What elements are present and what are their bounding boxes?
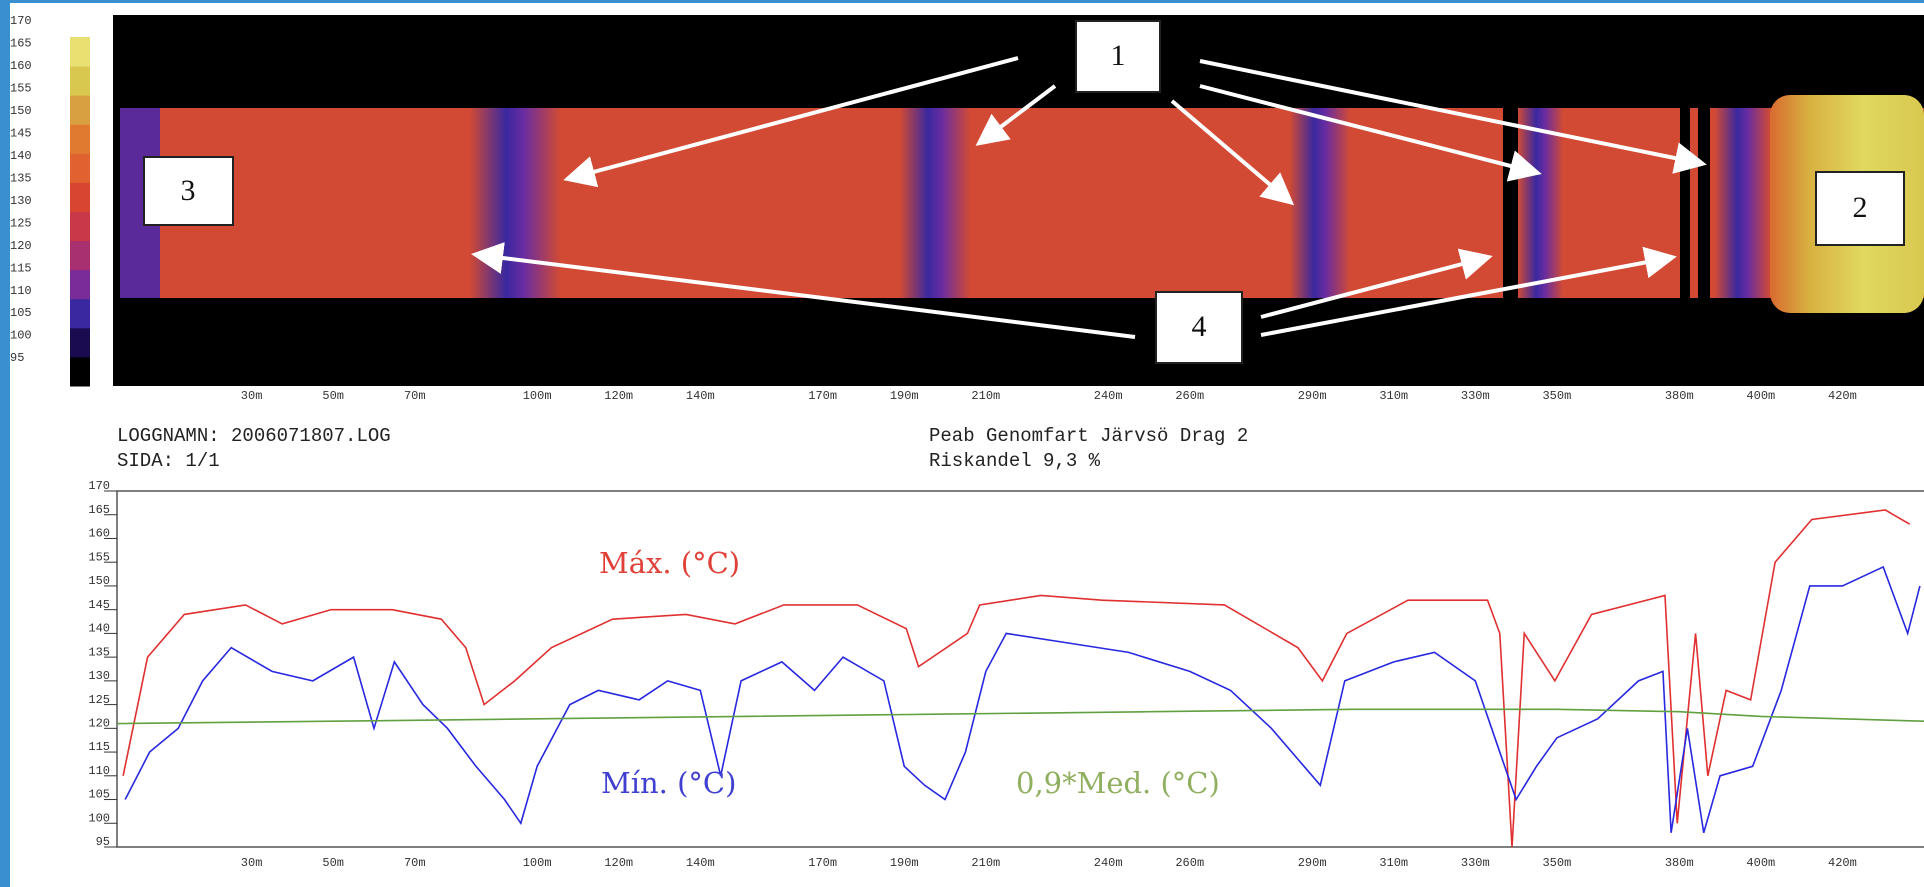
- colorbar-tick-label: 155: [10, 82, 32, 96]
- x-tick-label: 420m: [1828, 389, 1857, 403]
- colorbar-tick-label: 100: [10, 329, 32, 343]
- x-tick-label: 100m: [523, 389, 552, 403]
- colorbar-step: [70, 299, 90, 329]
- colorbar-step: [70, 124, 90, 154]
- x-tick-label: 400m: [1746, 856, 1775, 870]
- x-tick-label: 50m: [322, 856, 344, 870]
- colorbar-step: [70, 241, 90, 271]
- x-tick-label: 350m: [1542, 389, 1571, 403]
- page: {"chart_data":[ {"type":"heatmap", "ytic…: [0, 0, 1924, 887]
- x-tick-label: 290m: [1298, 389, 1327, 403]
- thermal-strip-body: [120, 108, 1924, 298]
- thermal-gap: [1680, 108, 1690, 298]
- colorbar-step: [70, 95, 90, 125]
- x-tick-label: 210m: [971, 856, 1000, 870]
- colorbar-tick-label: 95: [10, 351, 24, 365]
- x-tick-label: 310m: [1379, 856, 1408, 870]
- series-label: 0,9*Med. (°C): [1016, 766, 1220, 800]
- x-tick-label: 260m: [1175, 389, 1204, 403]
- x-tick-label: 330m: [1461, 389, 1490, 403]
- callout-label: 2: [1853, 191, 1868, 224]
- x-tick-label: 30m: [241, 856, 263, 870]
- colorbar-step: [70, 270, 90, 300]
- x-tick-label: 330m: [1461, 856, 1490, 870]
- thermal-band: [470, 108, 560, 298]
- colorbar-tick-label: 170: [10, 14, 32, 28]
- colorbar-tick-label: 145: [10, 127, 32, 141]
- x-tick-label: 70m: [404, 856, 426, 870]
- x-tick-label: 140m: [686, 389, 715, 403]
- callout-label: 1: [1111, 39, 1126, 72]
- x-tick-label: 350m: [1542, 856, 1571, 870]
- frame-border: [0, 0, 10, 887]
- colorbar-step: [70, 37, 90, 67]
- screenshot: 170 165 160 155 150 145 140 135 130 125 120 115 110 1…: [0, 0, 1924, 887]
- x-tick-label: 170m: [808, 856, 837, 870]
- x-tick-label: 50m: [322, 389, 344, 403]
- colorbar-tick-label: 115: [10, 261, 32, 275]
- x-tick-label: 30m: [241, 389, 263, 403]
- colorbar-step: [70, 66, 90, 96]
- x-tick-label: 100m: [523, 856, 552, 870]
- frame-border: [0, 0, 1924, 3]
- colorbar-step: [70, 182, 90, 212]
- colorbar-step: [70, 357, 90, 387]
- colorbar-tick-label: 140: [10, 149, 32, 163]
- colorbar-tick-label: 135: [10, 171, 32, 185]
- x-tick-label: 260m: [1175, 856, 1204, 870]
- project-name: Peab Genomfart Järvsö Drag 2: [929, 425, 1248, 447]
- thermal-band: [1290, 108, 1350, 298]
- x-tick-label: 140m: [686, 856, 715, 870]
- x-tick-label: 240m: [1094, 389, 1123, 403]
- colorbar-tick-label: 110: [10, 284, 32, 298]
- page-number: SIDA: 1/1: [117, 450, 220, 472]
- thermal-strip: [113, 15, 1924, 386]
- x-tick-label: 310m: [1379, 389, 1408, 403]
- series-label: Mín. (°C): [601, 766, 736, 800]
- x-tick-label: 400m: [1746, 389, 1775, 403]
- risk-share: Riskandel 9,3 %: [929, 450, 1101, 472]
- x-tick-label: 190m: [890, 856, 919, 870]
- colorbar-tick-label: 105: [10, 306, 32, 320]
- thermal-band: [900, 108, 970, 298]
- series-line: [117, 709, 1924, 723]
- x-tick-label: 420m: [1828, 856, 1857, 870]
- thermal-gap: [1503, 108, 1518, 298]
- colorbar-step: [70, 212, 90, 242]
- x-tick-label: 190m: [890, 389, 919, 403]
- series-label: Máx. (°C): [599, 546, 740, 580]
- colorbar-step: [70, 153, 90, 183]
- colorbar-tick-label: 165: [10, 37, 32, 51]
- colorbar-tick-label: 130: [10, 194, 32, 208]
- x-tick-label: 170m: [808, 389, 837, 403]
- x-tick-label: 290m: [1298, 856, 1327, 870]
- x-tick-label: 240m: [1094, 856, 1123, 870]
- log-name: LOGGNAMN: 2006071807.LOG: [117, 425, 391, 447]
- x-tick-label: 380m: [1665, 856, 1694, 870]
- x-tick-label: 70m: [404, 389, 426, 403]
- x-tick-label: 380m: [1665, 389, 1694, 403]
- callout-label: 3: [181, 174, 196, 207]
- thermal-gap: [1698, 108, 1710, 298]
- thermal-band: [1518, 108, 1563, 298]
- x-tick-label: 210m: [971, 389, 1000, 403]
- x-tick-label: 120m: [604, 389, 633, 403]
- callout-label: 4: [1192, 310, 1207, 343]
- colorbar-tick-label: 150: [10, 104, 32, 118]
- colorbar-step: [70, 328, 90, 358]
- colorbar-tick-label: 125: [10, 216, 32, 230]
- thermal-band: [1715, 108, 1770, 298]
- x-tick-label: 120m: [604, 856, 633, 870]
- colorbar-tick-label: 120: [10, 239, 32, 253]
- colorbar-tick-label: 160: [10, 59, 32, 73]
